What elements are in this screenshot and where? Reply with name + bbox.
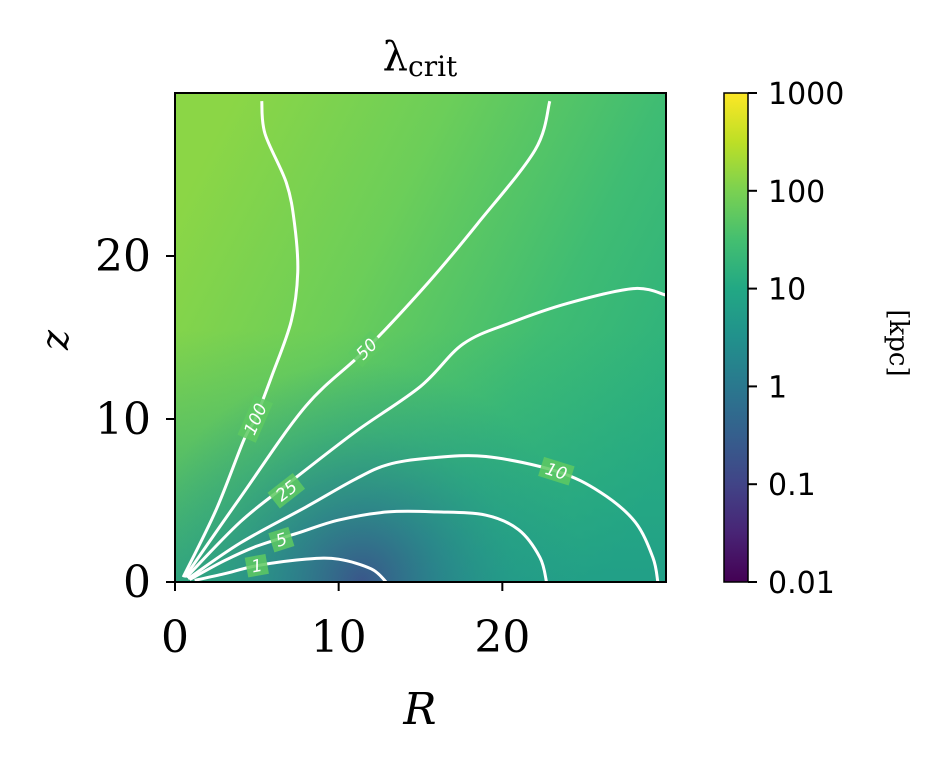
chart-title: λcrit bbox=[383, 34, 458, 83]
contour-label-text: 1 bbox=[250, 556, 264, 578]
colorbar-tick-label: 1000 bbox=[768, 77, 844, 112]
contour-line-50 bbox=[183, 100, 552, 578]
contour-line-5 bbox=[189, 509, 548, 582]
contour-line-100 bbox=[181, 101, 300, 578]
plot-frame bbox=[174, 92, 667, 583]
colorbar-tick-label: 10 bbox=[768, 273, 806, 308]
colorbar-tick-label: 0.1 bbox=[768, 468, 816, 503]
y-axis-ticks: 0 10 20 bbox=[95, 231, 175, 608]
colorbar-tick-label: 100 bbox=[768, 175, 825, 210]
contour-line-25 bbox=[185, 286, 666, 579]
x-tick-label: 20 bbox=[474, 612, 530, 663]
contour-label-5: 5 bbox=[268, 526, 295, 553]
contour-label-1: 1 bbox=[244, 554, 269, 578]
contour-lines bbox=[181, 100, 666, 582]
y-tick-label: 10 bbox=[95, 394, 151, 445]
colorbar-tick-label: 0.01 bbox=[768, 566, 835, 601]
contour-label-gap bbox=[348, 330, 385, 368]
x-tick-label: 0 bbox=[161, 612, 189, 663]
contour-line-10 bbox=[187, 454, 660, 582]
contour-label-gap bbox=[244, 554, 269, 578]
x-tick-label: 10 bbox=[311, 612, 367, 663]
colorbar-tick-label: 1 bbox=[768, 370, 787, 405]
colorbar-label: [kpc] bbox=[883, 309, 913, 376]
contour-label-gap bbox=[538, 456, 575, 486]
contour-label-gap bbox=[237, 395, 273, 443]
y-axis-label: z bbox=[33, 329, 77, 351]
y-tick-label: 20 bbox=[95, 231, 151, 282]
x-axis-label: R bbox=[402, 684, 436, 735]
contour-line-1 bbox=[194, 556, 388, 582]
colorbar bbox=[723, 92, 749, 583]
field-dark-core bbox=[175, 93, 666, 582]
contour-label-gap bbox=[268, 526, 295, 553]
x-axis-ticks: 0 10 20 bbox=[161, 582, 530, 663]
contour-label-gap bbox=[267, 472, 306, 509]
colorbar-ticks: 0.01 0.1 1 10 100 1000 bbox=[748, 77, 844, 601]
y-tick-label: 0 bbox=[123, 557, 151, 608]
